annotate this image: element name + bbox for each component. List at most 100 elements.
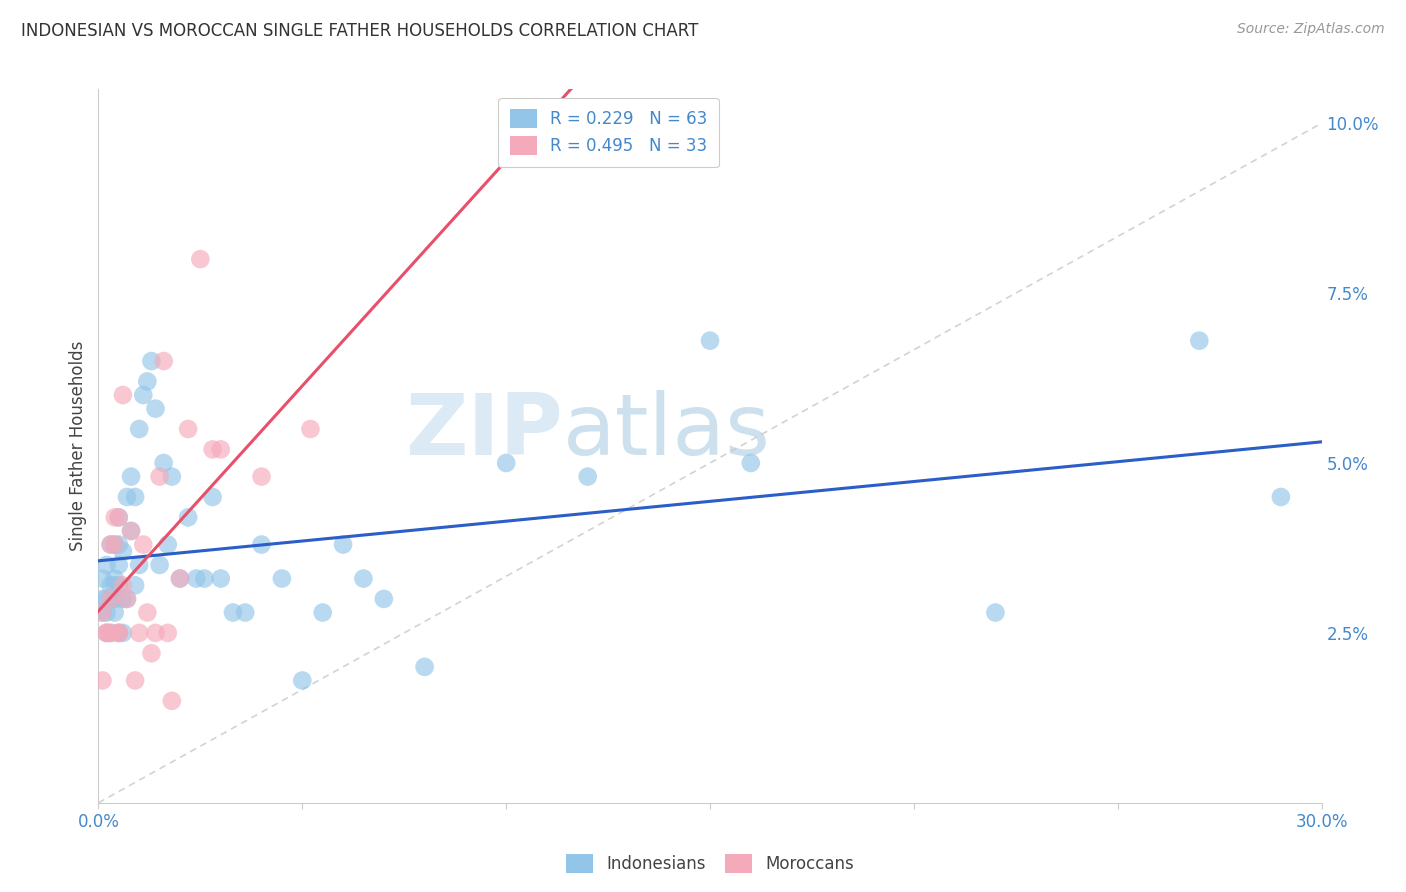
Point [209,442,232,457]
Point [160,694,183,708]
Point [100,537,122,551]
Point [413,660,436,674]
Point [91,572,114,586]
Point [104,537,127,551]
Point [149,469,172,483]
Point [145,401,167,416]
Point [233,606,256,620]
Point [186,572,208,586]
Point [145,626,167,640]
Point [160,469,183,483]
Point [91,591,114,606]
Point [115,591,138,606]
Point [1270,490,1292,504]
Point [576,469,599,483]
Point [100,626,122,640]
Point [124,490,146,504]
Point [132,388,155,402]
Point [108,537,131,551]
Point [120,524,142,538]
Point [222,606,245,620]
Point [128,558,150,572]
Point [169,572,191,586]
Point [104,578,127,592]
Point [115,591,138,606]
Text: INDONESIAN VS MOROCCAN SINGLE FATHER HOUSEHOLDS CORRELATION CHART: INDONESIAN VS MOROCCAN SINGLE FATHER HOU… [21,22,699,40]
Point [201,442,224,457]
Point [209,572,232,586]
Point [111,626,134,640]
Point [108,510,131,524]
Point [104,606,127,620]
Point [136,606,159,620]
Point [291,673,314,688]
Point [128,422,150,436]
Point [136,375,159,389]
Point [152,456,174,470]
Point [124,673,146,688]
Point [100,626,122,640]
Point [120,524,142,538]
Point [91,606,114,620]
Point [96,626,118,640]
Point [188,252,212,266]
Point [108,626,131,640]
Point [96,558,118,572]
Point [495,456,517,470]
Point [699,334,721,348]
Text: atlas: atlas [564,390,772,474]
Point [111,544,134,558]
Point [100,578,122,592]
Point [104,510,127,524]
Point [108,578,131,592]
Point [91,673,114,688]
Point [299,422,322,436]
Point [108,558,131,572]
Point [111,578,134,592]
Point [100,591,122,606]
Text: Source: ZipAtlas.com: Source: ZipAtlas.com [1237,22,1385,37]
Point [100,537,122,551]
Point [96,626,118,640]
Point [352,572,374,586]
Point [270,572,294,586]
Point [312,606,335,620]
Point [96,606,118,620]
Point [156,626,179,640]
Point [250,469,273,483]
Point [141,354,163,368]
Point [104,572,127,586]
Point [108,626,131,640]
Y-axis label: Single Father Households: Single Father Households [69,341,87,551]
Point [124,578,146,592]
Point [104,591,127,606]
Point [100,591,122,606]
Point [193,572,215,586]
Point [169,572,191,586]
Point [141,646,163,660]
Point [984,606,1007,620]
Text: ZIP: ZIP [405,390,564,474]
Point [373,591,395,606]
Point [1188,334,1211,348]
Point [108,510,131,524]
Point [96,626,118,640]
Point [104,537,127,551]
Point [332,537,354,551]
Point [177,510,200,524]
Point [149,558,172,572]
Point [111,591,134,606]
Point [115,490,138,504]
Point [120,469,142,483]
Point [128,626,150,640]
Point [156,537,179,551]
Point [740,456,762,470]
Point [177,422,200,436]
Point [108,626,131,640]
Point [96,591,118,606]
Point [132,537,155,551]
Point [201,490,224,504]
Point [91,606,114,620]
Legend: Indonesians, Moroccans: Indonesians, Moroccans [560,847,860,880]
Point [152,354,174,368]
